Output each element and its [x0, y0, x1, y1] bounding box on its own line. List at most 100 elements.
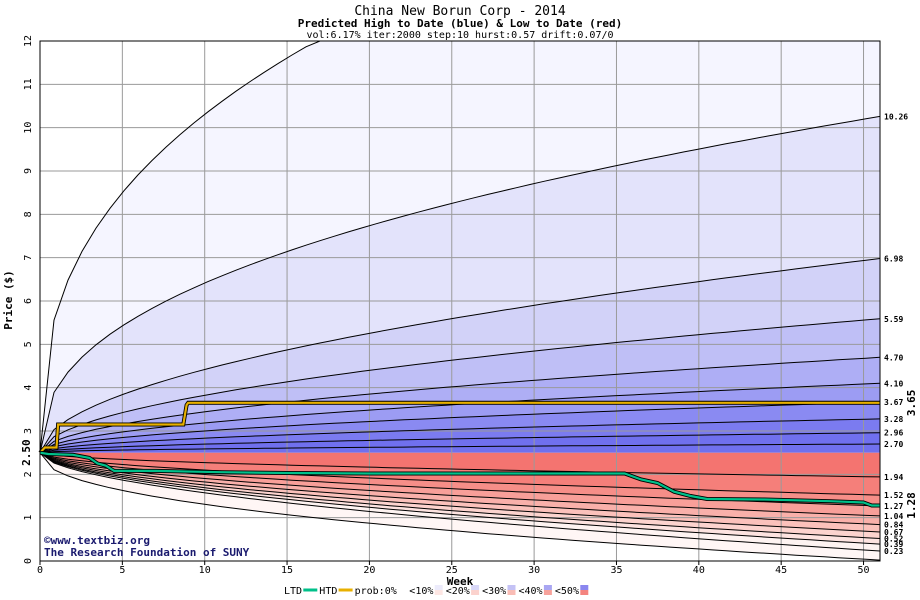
legend-swatch-upper — [543, 585, 552, 590]
legend-item-label: LTD — [284, 586, 302, 597]
upper-band-label: 2.96 — [884, 429, 903, 438]
upper-band-label: 2.70 — [884, 440, 903, 449]
watermark-line2: The Research Foundation of SUNY — [44, 546, 250, 559]
y-tick-label: 8 — [23, 211, 34, 217]
x-axis-label: Week — [447, 575, 474, 588]
legend-swatch-upper — [471, 585, 480, 590]
upper-band-line-1 — [39, 432, 881, 454]
upper-band-1 — [40, 258, 880, 453]
y-tick-label: 7 — [23, 255, 34, 261]
upper-band-line-0 — [39, 443, 881, 454]
x-tick-label: 0 — [37, 565, 43, 576]
legend-swatch-upper — [507, 585, 516, 590]
x-tick-label: 5 — [119, 565, 125, 576]
x-tick-label: 45 — [775, 565, 787, 576]
upper-band-8 — [40, 444, 880, 453]
lower-edge-line — [39, 452, 881, 561]
lower-band-line-1 — [39, 452, 881, 496]
lower-band-label: 0.39 — [884, 540, 903, 549]
x-tick-label: 35 — [610, 565, 622, 576]
htd-line — [39, 401, 880, 454]
y-tick-label: 10 — [23, 122, 34, 134]
lower-band-line-5 — [39, 452, 881, 533]
chart-title: China New Borun Corp - 2014 — [354, 4, 565, 19]
legend-swatch-lower — [543, 590, 552, 595]
upper-band-outer — [40, 41, 880, 453]
legend-swatch-lower — [434, 590, 443, 595]
y-tick-label: 6 — [23, 298, 34, 304]
y-tick-label: 3 — [23, 428, 34, 434]
lower-band-line-4 — [39, 452, 881, 526]
y-tick-label: 5 — [23, 341, 34, 347]
y-tick-label: 2 — [23, 471, 34, 477]
upper-band-label: 3.28 — [884, 415, 903, 424]
legend-swatch-lower — [471, 590, 480, 595]
legend-swatch-upper — [398, 585, 407, 590]
upper-band-line-8 — [39, 115, 881, 453]
y-axis-label: Price ($) — [2, 270, 15, 330]
x-tick-label: 50 — [858, 565, 870, 576]
y-tick-label: 11 — [23, 78, 34, 90]
ltd-line — [39, 451, 880, 507]
upper-band-line-7 — [39, 258, 881, 453]
chart-subtitle: Predicted High to Date (blue) & Low to D… — [298, 17, 623, 30]
watermark-url: www.textbiz.org — [51, 534, 150, 547]
lower-band-label: 1.27 — [884, 502, 903, 511]
legend-item-label: prob:0% — [355, 586, 397, 597]
lower-band-8 — [40, 452, 880, 551]
lower-band-line-0 — [39, 452, 881, 478]
y-tick-label: 0 — [23, 558, 34, 564]
legend-item-label: <50% — [555, 586, 579, 597]
x-tick-label: 20 — [363, 565, 375, 576]
lower-band-line-7 — [39, 452, 881, 545]
upper-band-line-6 — [39, 318, 881, 454]
lower-band-5 — [40, 452, 880, 532]
legend: LTD HTD prob:0% <10% <20% <30% <40% <50% — [284, 585, 589, 597]
legend-item-label: <40% — [519, 586, 543, 597]
x-tick-label: 15 — [281, 565, 293, 576]
start-price-label: 2.50 — [20, 439, 33, 466]
legend-item-label: <20% — [446, 586, 470, 597]
y-tick-label: 9 — [23, 168, 34, 174]
legend-swatch-lower — [398, 590, 407, 595]
upper-band-label: 4.70 — [884, 353, 903, 362]
legend-swatch-upper — [434, 585, 443, 590]
upper-band-label: 4.10 — [884, 379, 903, 388]
lower-band-label: 1.04 — [884, 512, 903, 521]
upper-band-label: 3.67 — [884, 398, 903, 407]
lower-band-6 — [40, 452, 880, 539]
upper-band-4 — [40, 383, 880, 453]
upper-band-label: 10.26 — [884, 112, 908, 121]
legend-item-label: <10% — [409, 586, 433, 597]
upper-band-5 — [40, 402, 880, 453]
lower-band-label: 0.23 — [884, 547, 903, 556]
lower-band-outer — [40, 452, 880, 561]
upper-band-line-3 — [39, 401, 881, 454]
lower-band-label: 0.67 — [884, 528, 903, 537]
lower-band-3 — [40, 452, 880, 516]
plot-frame — [39, 40, 881, 562]
lower-band-label: 1.52 — [884, 491, 903, 500]
copyright-icon: © — [44, 534, 51, 547]
legend-swatch-upper — [580, 585, 589, 590]
upper-band-7 — [40, 432, 880, 453]
lower-band-label: 1.94 — [884, 473, 903, 482]
legend-swatch-lower — [580, 590, 589, 595]
lower-band-line-6 — [39, 452, 881, 539]
x-tick-label: 25 — [446, 565, 458, 576]
x-tick-label: 10 — [199, 565, 211, 576]
upper-band-line-5 — [39, 356, 881, 454]
plot-area: 0 5 10 15 20 25 30 35 40 45 5001234567891011122.70… — [20, 35, 918, 576]
y-tick-label: 4 — [23, 385, 34, 391]
upper-band-3 — [40, 357, 880, 453]
legend-item-label: <30% — [482, 586, 506, 597]
htd-final-label: 3.65 — [905, 390, 918, 417]
x-tick-label: 40 — [693, 565, 705, 576]
chart-params: vol:6.17% iter:2000 step:10 hurst:0.57 d… — [306, 30, 613, 41]
x-tick-label: 30 — [528, 565, 540, 576]
lower-band-2 — [40, 452, 880, 506]
watermark-line1: ©www.textbiz.org — [44, 534, 150, 547]
legend-swatch-lower — [507, 590, 516, 595]
ltd-final-label: 1.28 — [905, 492, 918, 519]
